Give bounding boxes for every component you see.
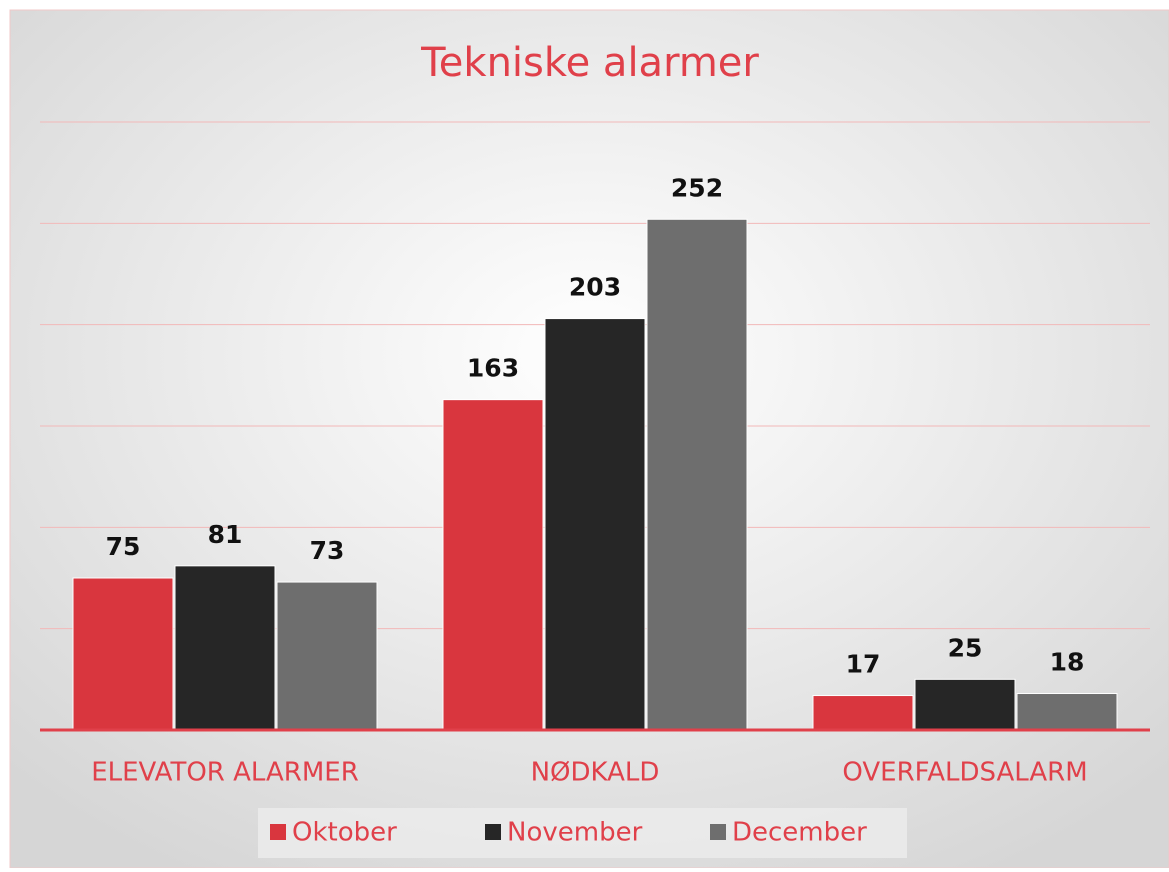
bar <box>914 678 1016 731</box>
bar <box>72 577 174 731</box>
bar <box>544 318 646 731</box>
legend-swatch <box>270 824 286 840</box>
data-label: 73 <box>310 536 345 565</box>
x-tick-label: OVERFALDSALARM <box>842 758 1087 788</box>
bar <box>276 581 378 731</box>
legend-swatch <box>485 824 501 840</box>
x-tick-label: ELEVATOR ALARMER <box>91 758 359 788</box>
data-label: 252 <box>671 173 723 202</box>
data-label: 18 <box>1050 648 1085 677</box>
legend-swatch <box>710 824 726 840</box>
bar <box>174 565 276 731</box>
bar <box>442 399 544 731</box>
legend-label: Oktober <box>292 818 397 848</box>
bar <box>1016 693 1118 731</box>
data-label: 75 <box>106 532 141 561</box>
legend-label: December <box>732 818 867 848</box>
legend-box <box>258 808 907 858</box>
bar <box>646 218 748 731</box>
data-label: 203 <box>569 273 621 302</box>
chart-title: Tekniske alarmer <box>420 40 759 86</box>
data-label: 25 <box>948 633 983 662</box>
data-label: 81 <box>208 520 243 549</box>
bar <box>812 695 914 731</box>
data-label: 163 <box>467 354 519 383</box>
x-tick-label: NØDKALD <box>531 758 660 788</box>
legend-label: November <box>507 818 643 848</box>
data-label: 17 <box>846 650 881 679</box>
